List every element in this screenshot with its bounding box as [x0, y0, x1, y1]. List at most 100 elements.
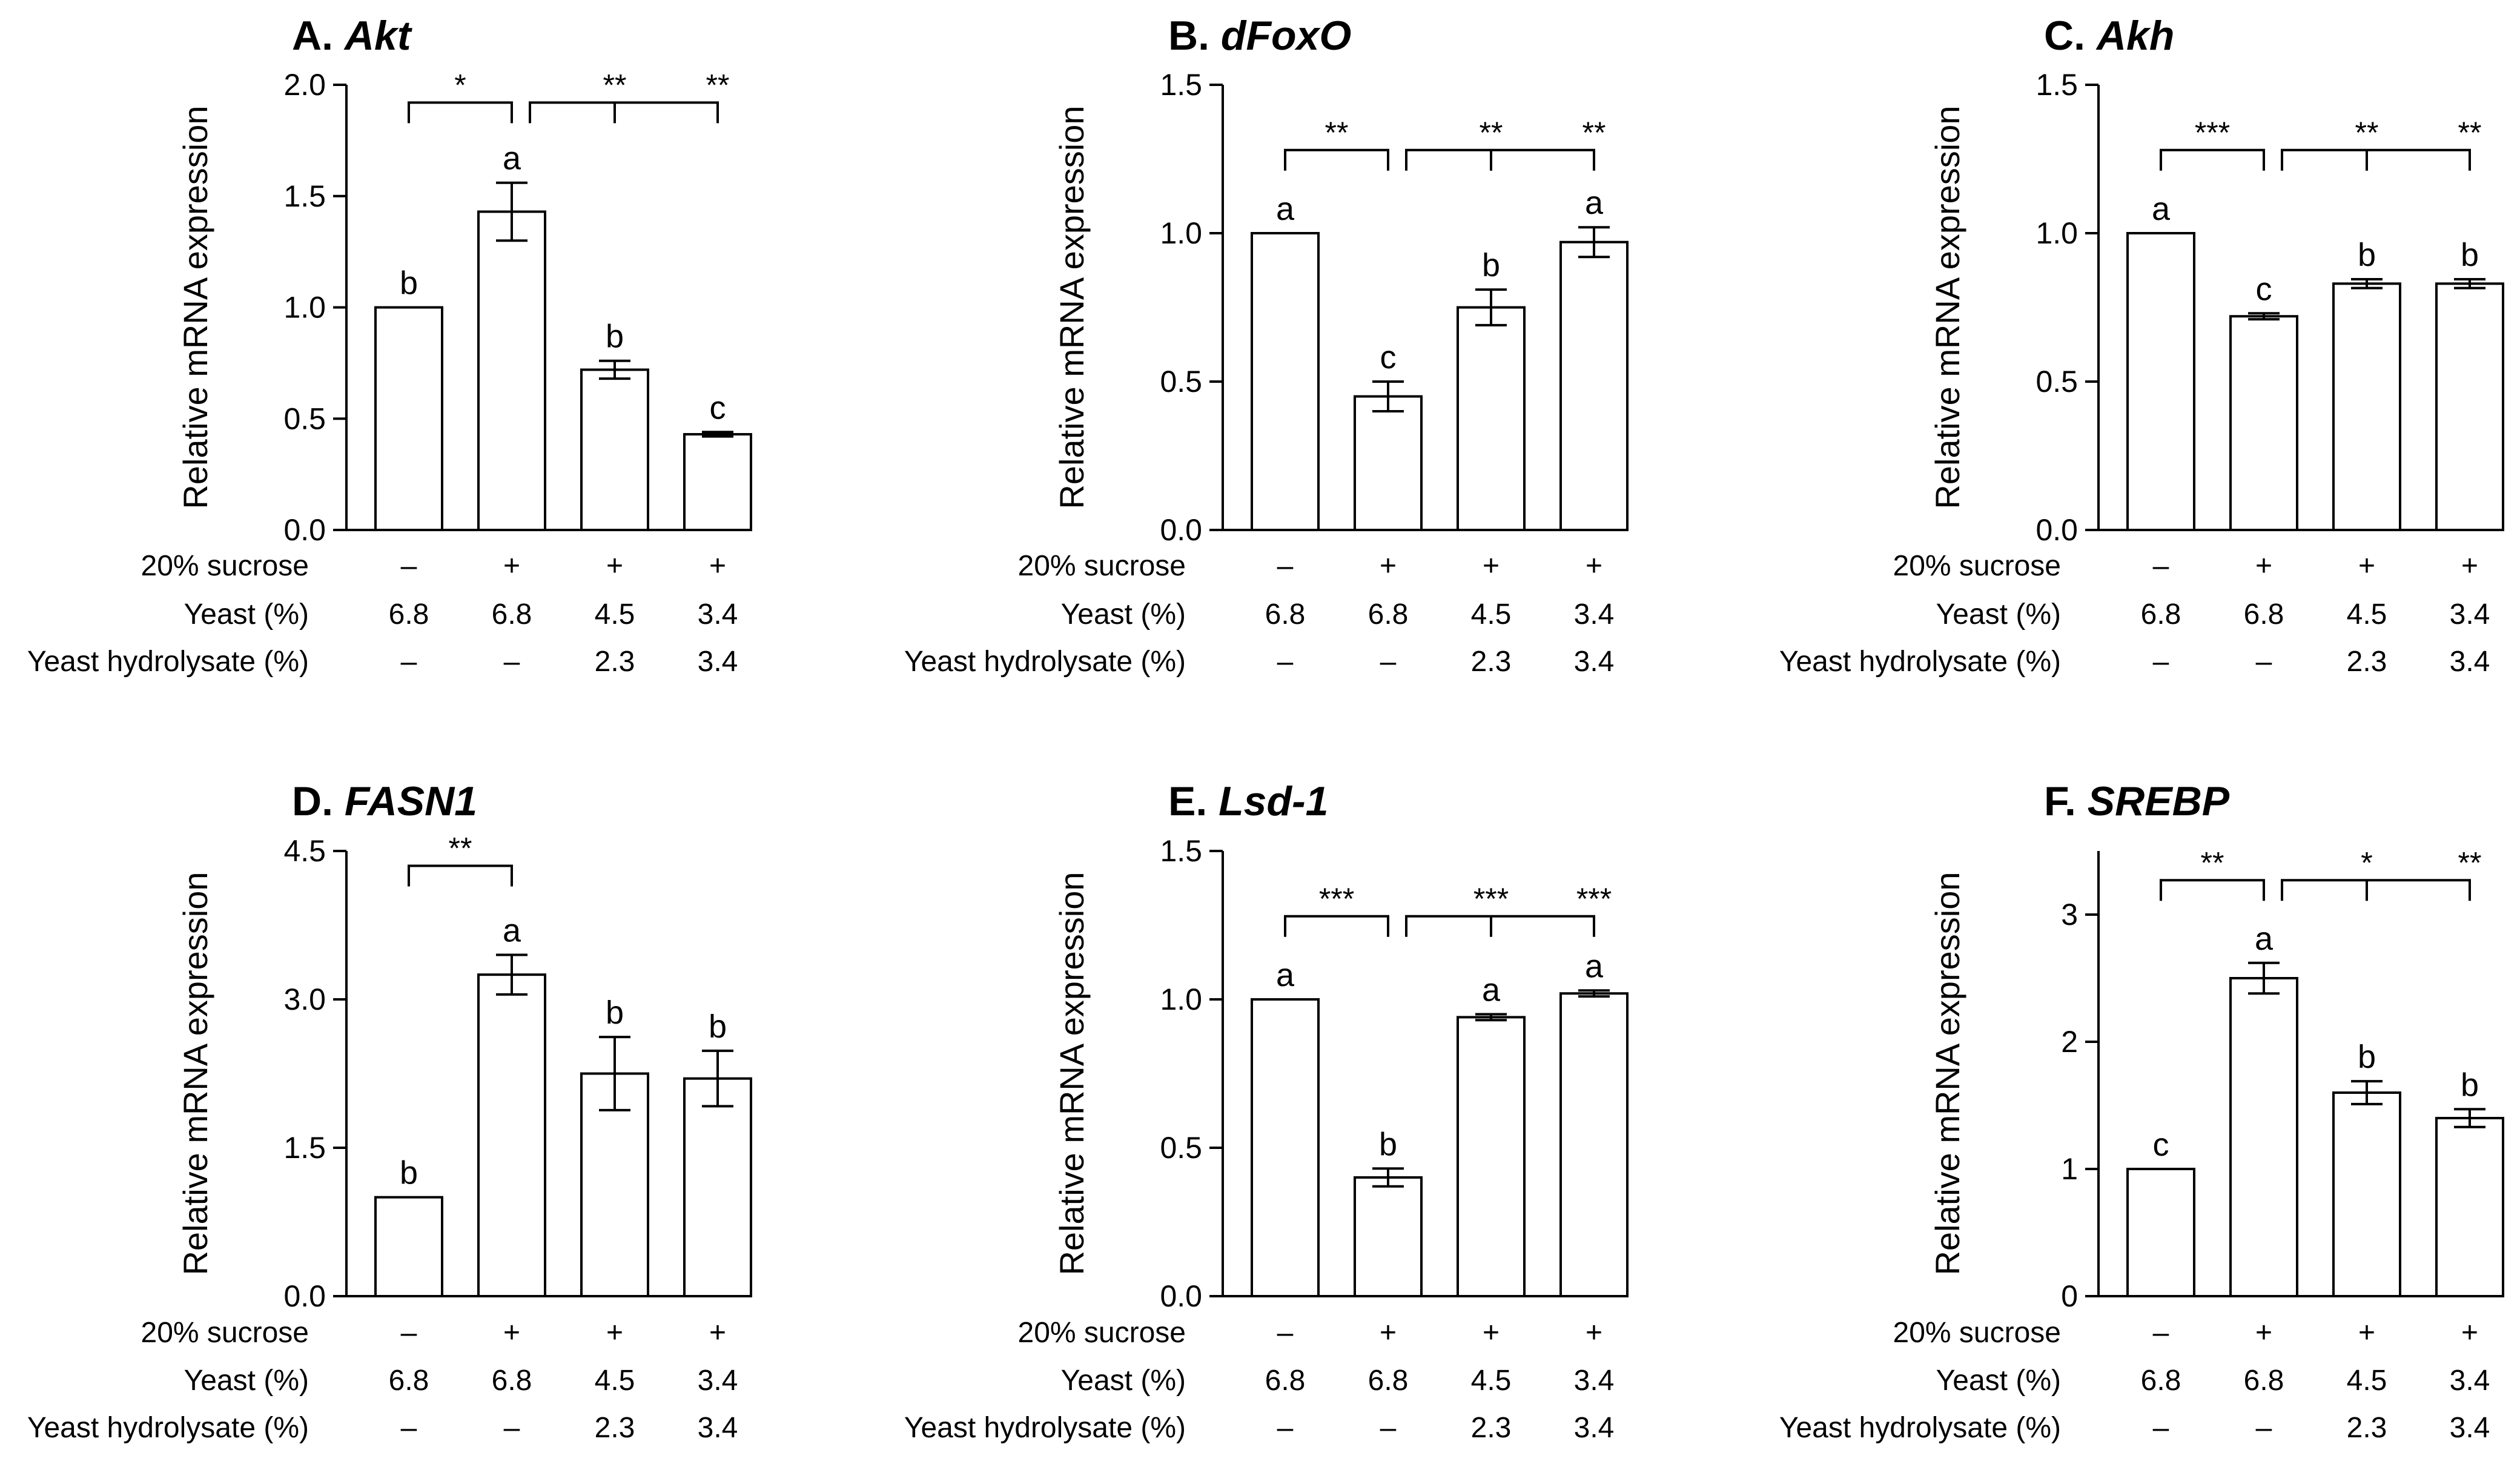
bar [2332, 1091, 2401, 1297]
condition-cell: + [606, 550, 623, 582]
y-axis-label: Relative mRNA expression [176, 872, 214, 1275]
bar [683, 432, 752, 531]
condition-cell: 6.8 [492, 598, 532, 631]
panel-akt: A. Akt Relative mRNA expression 0.0 0.5 1.0 1… [27, 13, 752, 678]
comparison-bracket [1405, 148, 1595, 171]
condition-row-label: Yeast hydrolysate (%) [1779, 646, 2061, 678]
bar [1559, 240, 1629, 531]
bar [1354, 1176, 1423, 1297]
condition-cell: – [504, 1412, 520, 1444]
significance-stars: ** [2201, 846, 2224, 879]
condition-cell: – [2256, 1412, 2272, 1444]
condition-cell: 6.8 [389, 1365, 429, 1397]
significance-letter: b [2358, 1039, 2376, 1075]
condition-cell: 4.5 [595, 1365, 635, 1397]
panel-letter: A. [292, 13, 345, 59]
condition-cell: 2.3 [595, 1412, 635, 1444]
condition-cell: + [2358, 550, 2375, 582]
y-tick-label: 1.0 [283, 291, 326, 325]
condition-cell: + [1483, 550, 1500, 582]
gene-name: Lsd-1 [1219, 778, 1328, 824]
bar [1354, 395, 1423, 531]
condition-cell: 4.5 [1471, 1365, 1512, 1397]
y-tick-label: 0.0 [283, 1279, 326, 1313]
y-tick-label: 2 [2061, 1025, 2078, 1059]
condition-cell: 3.4 [1574, 646, 1615, 678]
y-tick-label: 2.0 [283, 68, 326, 102]
panel-title: D. FASN1 [292, 778, 477, 824]
condition-cell: 6.8 [1265, 1365, 1306, 1397]
condition-cell: – [1277, 1412, 1294, 1444]
condition-cell: 3.4 [2450, 598, 2490, 631]
condition-row-label: Yeast hydrolysate (%) [1779, 1412, 2061, 1444]
condition-cell: + [709, 1317, 726, 1349]
condition-row-label: 20% sucrose [141, 1317, 309, 1349]
y-axis-label: Relative mRNA expression [1053, 872, 1091, 1275]
significance-letter: c [1380, 339, 1397, 376]
y-tick-label: 0.5 [1160, 1131, 1202, 1165]
condition-cell: + [1586, 550, 1602, 582]
panel-title: B. dFoxO [1168, 13, 1351, 59]
significance-stars: ** [603, 68, 627, 102]
condition-cell: + [503, 550, 520, 582]
condition-cell: 6.8 [1265, 598, 1306, 631]
y-tick-label: 1.5 [2036, 68, 2078, 102]
condition-cell: – [2153, 646, 2169, 678]
y-tick-label: 1.0 [2036, 216, 2078, 250]
significance-stars: *** [1319, 882, 1354, 916]
condition-cell: 3.4 [2450, 1365, 2490, 1397]
panel-letter: D. [292, 778, 345, 824]
significance-letter: b [606, 319, 624, 355]
condition-cell: + [2255, 550, 2272, 582]
comparison-bracket [2160, 148, 2265, 171]
condition-cell: + [2358, 1317, 2375, 1349]
condition-cell: – [1277, 646, 1294, 678]
condition-cell: + [2461, 550, 2478, 582]
bar [1251, 998, 1320, 1297]
panel-letter: E. [1168, 778, 1219, 824]
condition-cell: + [503, 1317, 520, 1349]
panel-title: E. Lsd-1 [1168, 778, 1329, 824]
significance-letter: a [1585, 948, 1604, 984]
condition-row-label: 20% sucrose [1893, 550, 2061, 582]
significance-stars: ** [449, 832, 472, 866]
condition-cell: 3.4 [1574, 1412, 1615, 1444]
condition-cell: – [2153, 1317, 2169, 1349]
significance-letter: b [400, 265, 418, 302]
bar [477, 210, 546, 532]
panel-srebp: F. SREBP Relative mRNA expression 0 1 2 3 c a b b… [1779, 778, 2504, 1444]
panel-title: F. SREBP [2044, 778, 2230, 824]
y-tick-label: 3 [2061, 898, 2078, 932]
bar [477, 973, 546, 1297]
significance-letter: c [2153, 1127, 2169, 1163]
significance-stars: ** [2355, 116, 2379, 150]
y-tick-label: 0.0 [283, 513, 326, 547]
bar [374, 306, 443, 531]
condition-cell: – [401, 1412, 417, 1444]
condition-cell: 4.5 [595, 598, 635, 631]
gene-name: FASN1 [345, 778, 477, 824]
condition-cell: + [2255, 1317, 2272, 1349]
condition-cell: 2.3 [595, 646, 635, 678]
condition-cell: 4.5 [2347, 1365, 2387, 1397]
bar [683, 1077, 752, 1297]
bar [1251, 232, 1320, 531]
comparison-bracket [408, 864, 513, 887]
condition-cell: – [2256, 646, 2272, 678]
condition-row-label: Yeast (%) [184, 1365, 309, 1397]
significance-letter: a [503, 141, 521, 177]
condition-cell: 4.5 [2347, 598, 2387, 631]
panel-title: C. Akh [2044, 13, 2174, 59]
panel-fasn1: D. FASN1 Relative mRNA expression 0.0 1.5 3.… [27, 778, 752, 1444]
significance-stars: * [454, 68, 466, 102]
y-tick-label: 1 [2061, 1152, 2078, 1186]
bar [2229, 977, 2298, 1297]
condition-cell: 3.4 [698, 1412, 738, 1444]
condition-row-label: Yeast hydrolysate (%) [904, 1412, 1186, 1444]
condition-cell: 3.4 [698, 646, 738, 678]
condition-row-label: Yeast hydrolysate (%) [904, 646, 1186, 678]
significance-letter: b [2461, 1067, 2479, 1103]
condition-cell: 3.4 [698, 598, 738, 631]
condition-row-label: 20% sucrose [141, 550, 309, 582]
condition-row-label: Yeast (%) [1061, 598, 1186, 631]
